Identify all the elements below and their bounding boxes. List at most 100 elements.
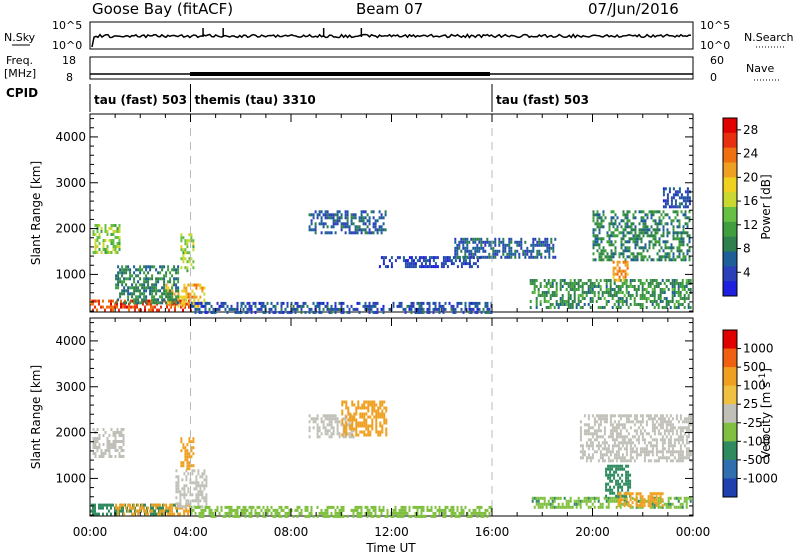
echo-cell — [112, 245, 115, 248]
echo-cell — [689, 496, 692, 500]
echo-cell — [671, 282, 674, 285]
echo-cell — [496, 252, 499, 256]
echo-cell — [665, 459, 668, 463]
echo-cell — [649, 498, 652, 502]
echo-cell — [197, 481, 200, 485]
echo-cell — [462, 237, 465, 241]
echo-cell — [492, 252, 495, 256]
echo-cell — [108, 443, 111, 446]
echo-cell — [94, 506, 96, 510]
echo-cell — [123, 280, 126, 284]
echo-cell — [670, 219, 673, 223]
echo-cell — [601, 441, 604, 445]
echo-cell — [663, 438, 666, 442]
echo-cell — [318, 210, 321, 214]
echo-cell — [675, 306, 678, 309]
echo-cell — [653, 300, 656, 303]
echo-cell — [575, 505, 578, 509]
echo-cell — [544, 249, 547, 253]
echo-cell — [116, 440, 119, 443]
echo-cell — [577, 288, 580, 291]
echo-cell — [368, 231, 371, 235]
echo-cell — [591, 441, 594, 445]
echo-cell — [322, 213, 325, 217]
echo-cell — [660, 246, 663, 250]
echo-cell — [163, 286, 166, 290]
echo-cell — [671, 426, 674, 430]
echo-cell — [594, 237, 597, 241]
echo-cell — [594, 222, 597, 226]
echo-cell — [504, 243, 507, 247]
echo-cell — [643, 288, 646, 291]
echo-cell — [678, 255, 681, 259]
echo-cell — [551, 291, 554, 294]
echo-cell — [456, 265, 459, 269]
echo-cell — [141, 268, 144, 272]
beam-title: Beam 07 — [356, 0, 423, 18]
echo-cell — [201, 490, 204, 494]
echo-cell — [631, 492, 634, 496]
echo-cell — [689, 423, 692, 427]
echo-cell — [659, 438, 662, 442]
echo-cell — [662, 190, 665, 194]
echo-cell — [304, 310, 307, 314]
echo-cell — [659, 294, 662, 297]
echo-cell — [655, 303, 658, 306]
echo-cell — [563, 505, 566, 509]
echo-cell — [662, 205, 665, 209]
echo-cell — [682, 258, 685, 262]
echo-cell — [548, 246, 551, 250]
echo-cell — [118, 440, 121, 443]
echo-cell — [177, 487, 180, 491]
echo-cell — [324, 511, 327, 515]
echo-cell — [385, 430, 388, 434]
echo-cell — [616, 269, 619, 273]
echo-cell — [601, 456, 604, 460]
echo-cell — [183, 289, 186, 293]
echo-cell — [370, 505, 373, 509]
y-tick-label: 4000 — [55, 130, 86, 144]
echo-cell — [316, 216, 319, 220]
echo-cell — [687, 282, 690, 285]
echo-cell — [620, 219, 623, 223]
echo-cell — [127, 265, 130, 269]
echo-cell — [630, 231, 633, 235]
echo-cell — [167, 512, 170, 516]
echo-cell — [202, 304, 205, 308]
echo-cell — [270, 301, 273, 305]
echo-cell — [675, 496, 678, 500]
echo-cell — [615, 285, 618, 288]
echo-cell — [553, 279, 556, 282]
echo-cell — [368, 307, 371, 311]
echo-cell — [117, 286, 120, 290]
echo-cell — [186, 449, 189, 453]
colorbar-tick-label: 8 — [743, 242, 751, 256]
echo-cell — [316, 304, 319, 308]
echo-cell — [623, 447, 626, 451]
echo-cell — [559, 496, 562, 500]
echo-cell — [110, 455, 113, 458]
echo-cell — [686, 225, 689, 229]
echo-cell — [661, 279, 664, 282]
echo-cell — [640, 231, 643, 235]
echo-cell — [548, 243, 551, 247]
echo-cell — [432, 265, 435, 269]
echo-cell — [627, 420, 630, 424]
echo-cell — [480, 310, 483, 314]
echo-cell — [412, 505, 415, 509]
echo-cell — [181, 478, 184, 482]
echo-cell — [139, 271, 142, 275]
echo-cell — [654, 228, 657, 232]
colorbar-tick-label: 12 — [743, 218, 758, 232]
echo-cell — [358, 511, 361, 515]
echo-cell — [194, 307, 197, 311]
echo-cell — [604, 255, 607, 259]
echo-cell — [286, 304, 289, 308]
echo-cell — [193, 499, 196, 503]
echo-cell — [600, 219, 603, 223]
echo-cell — [198, 310, 201, 314]
echo-cell — [186, 458, 189, 462]
echo-cell — [640, 258, 643, 262]
echo-cell — [685, 450, 688, 454]
echo-cell — [687, 450, 690, 454]
